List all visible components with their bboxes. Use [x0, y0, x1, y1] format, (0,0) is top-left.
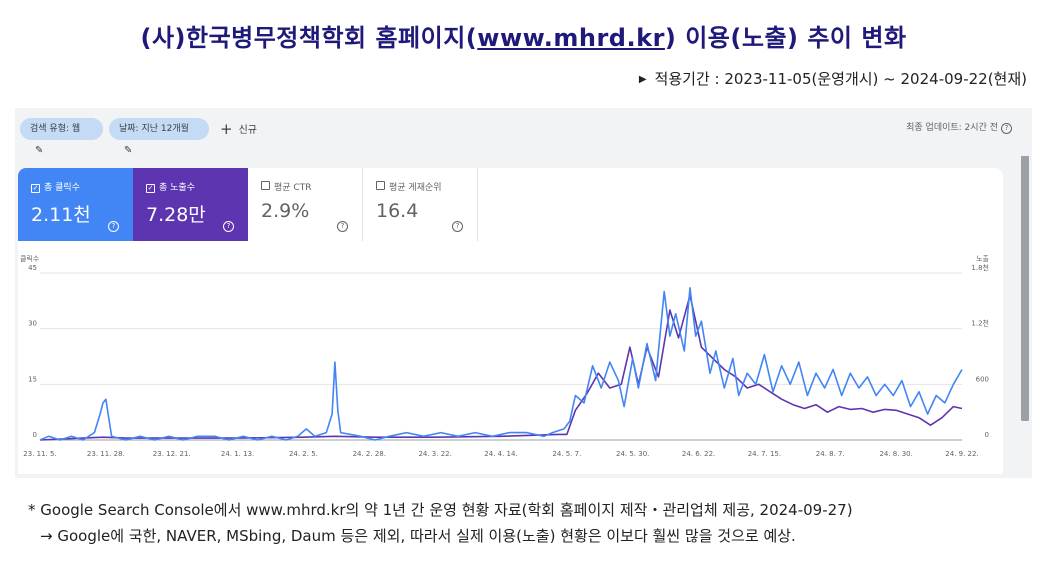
last-updated-label: 최종 업데이트: 2시간 전? — [906, 120, 1012, 134]
metric-average-ctr[interactable]: 평균 CTR 2.9% ? — [248, 168, 363, 241]
x-tick-label: 24. 5. 30. — [616, 450, 649, 458]
period-label: ▶ 적용기간 : 2023-11-05(운영개시) ~ 2024-09-22(현재… — [638, 70, 1027, 88]
x-tick-label: 23. 11. 28. — [87, 450, 125, 458]
x-tick-label: 24. 7. 15. — [748, 450, 781, 458]
x-tick-label: 24. 6. 22. — [682, 450, 715, 458]
x-tick-label: 24. 9. 22. — [945, 450, 978, 458]
help-icon[interactable]: ? — [1001, 123, 1012, 134]
x-tick-label: 23. 12. 21. — [153, 450, 191, 458]
checkbox-checked-icon[interactable]: ✓ — [31, 184, 40, 193]
x-tick-label: 24. 5. 7. — [552, 450, 581, 458]
scrollbar[interactable] — [1021, 156, 1029, 421]
series-line-impressions — [39, 294, 963, 441]
x-tick-label: 23. 11. 5. — [23, 450, 56, 458]
performance-card: ✓ 총 클릭수 2.11천 ? ✓ 총 노출수 7.28만 ? 평균 CTR 2.9… — [18, 168, 1003, 474]
y-axis-right-title: 노출 — [976, 254, 989, 263]
y-tick-right: 1.8천 — [971, 263, 989, 272]
x-tick-label: 24. 2. 5. — [289, 450, 318, 458]
performance-chart: 클릭수 노출 0 0 15 600 30 1.2천 45 1.8천 23. 11. 5. 23. 11… — [20, 254, 990, 458]
x-tick-label: 24. 4. 14. — [484, 450, 517, 458]
metric-total-clicks[interactable]: ✓ 총 클릭수 2.11천 ? — [18, 168, 133, 241]
pencil-icon: ✎ — [35, 145, 44, 156]
metric-label: 총 클릭수 — [44, 183, 80, 193]
x-tick-label: 24. 1. 13. — [221, 450, 254, 458]
y-tick-left: 0 — [33, 431, 37, 439]
x-tick-label: 24. 8. 7. — [816, 450, 845, 458]
metric-value: 7.28만 — [146, 204, 206, 226]
metric-total-impressions[interactable]: ✓ 총 노출수 7.28만 ? — [133, 168, 248, 241]
search-type-filter-chip[interactable]: 검색 유형: 웹✎ — [20, 118, 103, 156]
y-tick-left: 15 — [28, 375, 37, 383]
page-title: (사)한국병무정책학회 홈페이지(www.mhrd.kr) 이용(노출) 추이 … — [140, 24, 907, 52]
metric-average-position[interactable]: 평균 게재순위 16.4 ? — [363, 168, 478, 241]
pencil-icon: ✎ — [124, 145, 133, 156]
series-line-clicks — [39, 287, 963, 441]
metric-value: 2.9% — [261, 200, 310, 222]
checkbox-unchecked-icon[interactable] — [376, 181, 385, 190]
footnote-source: * Google Search Console에서 www.mhrd.kr의 약… — [28, 501, 853, 519]
checkbox-unchecked-icon[interactable] — [261, 181, 270, 190]
new-filter-button[interactable]: + 신규 — [220, 120, 257, 138]
y-tick-left: 30 — [28, 320, 37, 328]
x-tick-label: 24. 3. 22. — [418, 450, 451, 458]
checkbox-checked-icon[interactable]: ✓ — [146, 184, 155, 193]
search-console-screenshot: 검색 유형: 웹✎ 날짜: 지난 12개월✎ + 신규 최종 업데이트: 2시간 … — [15, 108, 1032, 478]
y-tick-right: 1.2천 — [971, 319, 989, 328]
help-icon[interactable]: ? — [337, 221, 348, 232]
y-tick-right: 600 — [976, 375, 989, 383]
help-icon[interactable]: ? — [223, 221, 234, 232]
title-url: www.mhrd.kr — [477, 24, 665, 52]
metric-value: 2.11천 — [31, 204, 91, 226]
y-axis-left-title: 클릭수 — [20, 255, 40, 263]
x-tick-label: 24. 2. 28. — [353, 450, 386, 458]
metric-label: 평균 게재순위 — [389, 183, 442, 193]
help-icon[interactable]: ? — [108, 221, 119, 232]
bullet-triangle-icon: ▶ — [638, 74, 647, 85]
metric-value: 16.4 — [376, 200, 419, 222]
date-filter-chip[interactable]: 날짜: 지난 12개월✎ — [109, 118, 209, 156]
help-icon[interactable]: ? — [452, 221, 463, 232]
y-tick-left: 45 — [28, 264, 37, 272]
metric-label: 총 노출수 — [159, 183, 195, 193]
footnote-remark: → Google에 국한, NAVER, MSbing, Daum 등은 제외,… — [40, 527, 796, 545]
plus-icon: + — [220, 120, 233, 138]
x-tick-label: 24. 8. 30. — [879, 450, 912, 458]
y-tick-right: 0 — [985, 431, 989, 439]
metric-label: 평균 CTR — [274, 183, 312, 193]
